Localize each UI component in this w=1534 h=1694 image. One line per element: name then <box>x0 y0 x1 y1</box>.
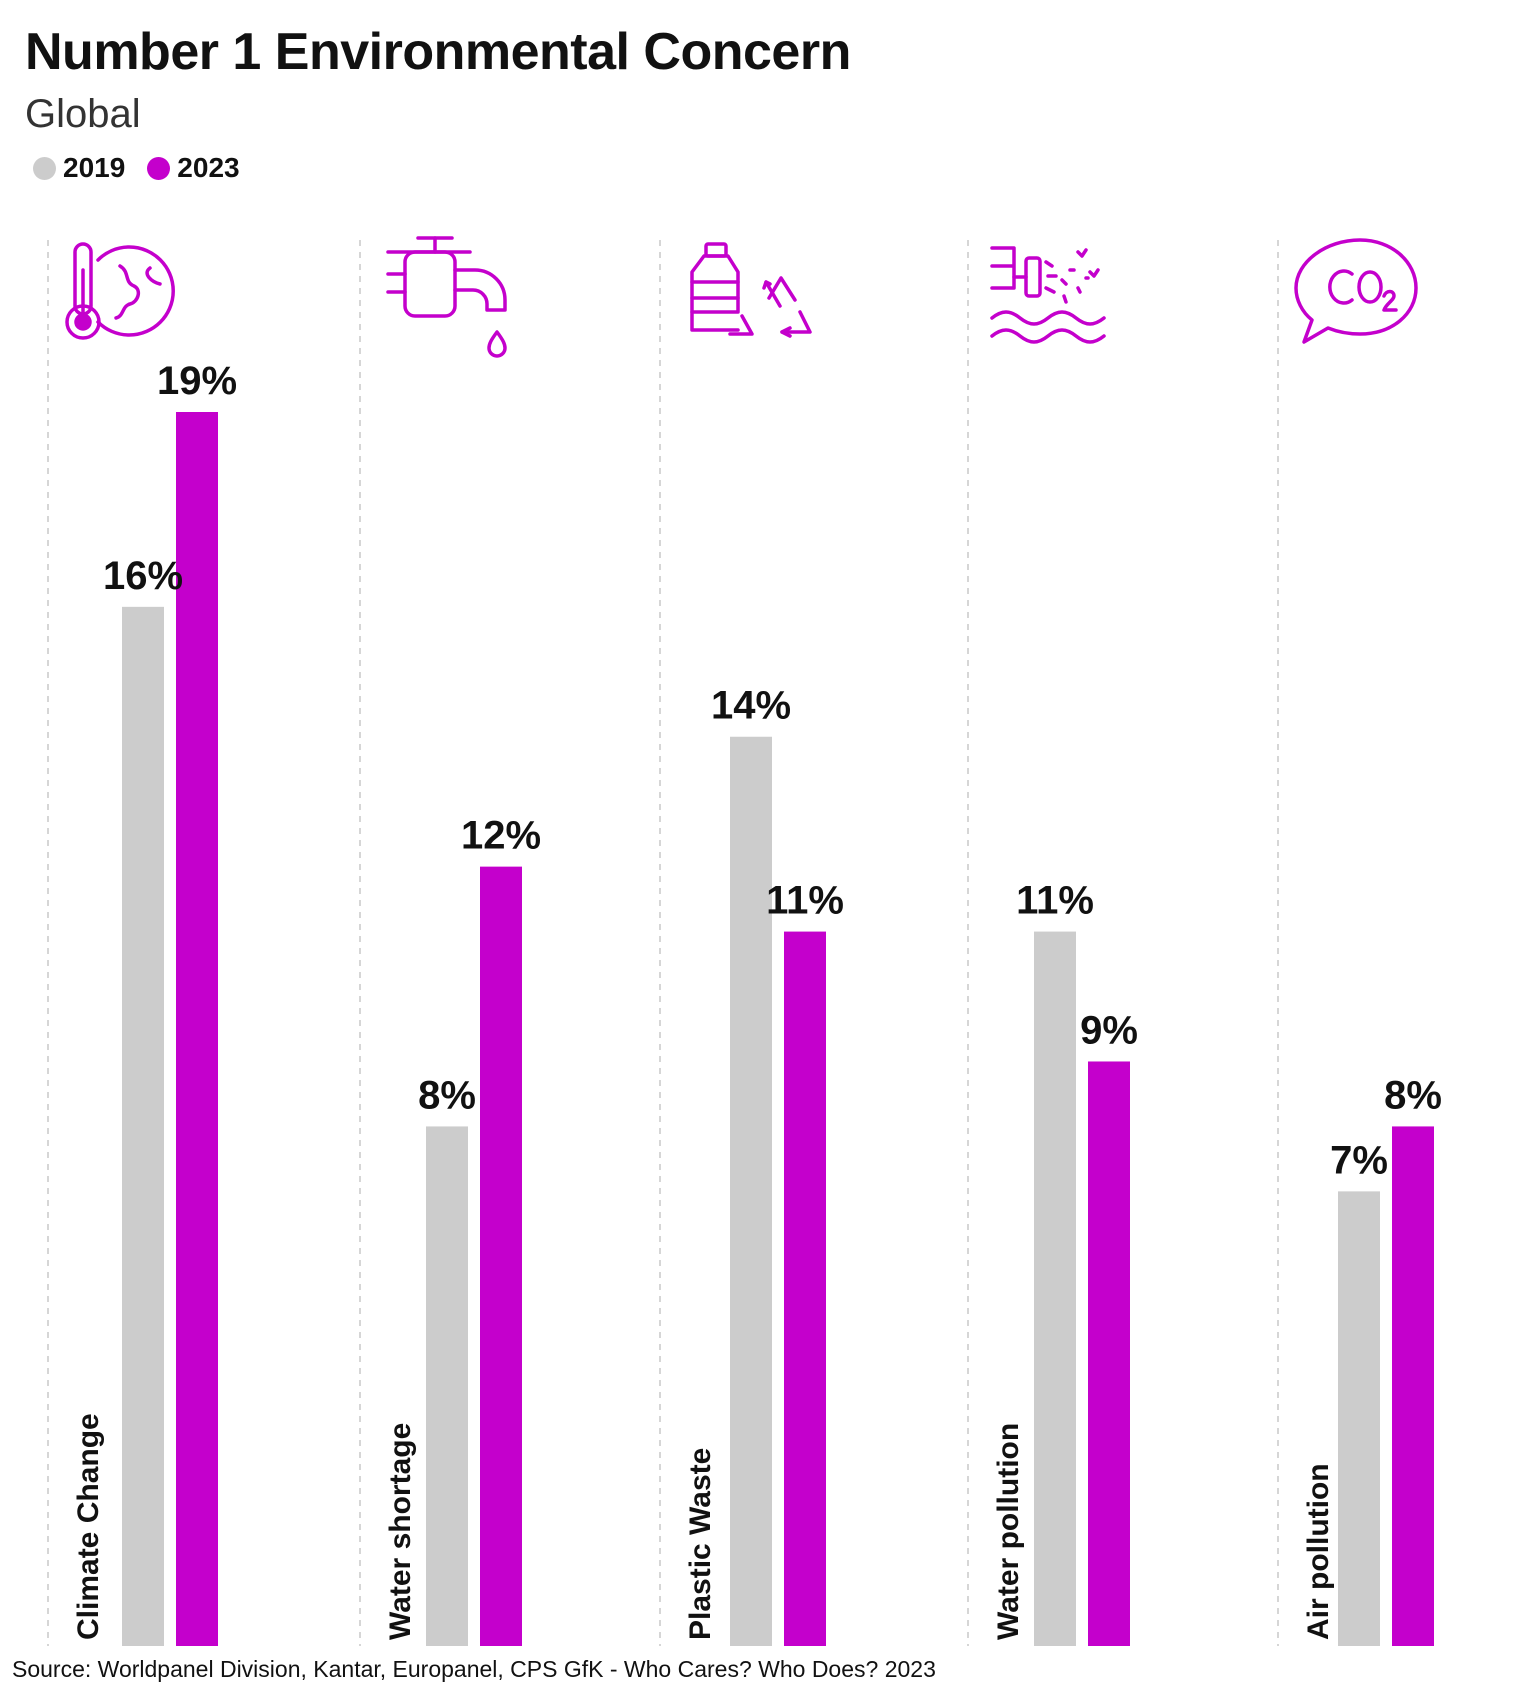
value-label: 14% <box>711 684 791 728</box>
chart-subtitle: Global <box>25 92 141 136</box>
value-label: 7% <box>1330 1138 1388 1182</box>
category-label: Water shortage <box>384 1423 417 1640</box>
category-label: Plastic Waste <box>684 1448 717 1640</box>
bar-2019-air-pollution <box>1338 1191 1380 1646</box>
bar-2023-plastic-waste <box>784 931 826 1646</box>
bars <box>122 412 1434 1647</box>
value-label: 11% <box>766 879 844 923</box>
bar-chart: 16% 19% 8% 12% 14% 11% 11% 9% 7% 8% Climate Chang… <box>47 236 1442 1647</box>
value-label: 11% <box>1016 879 1094 923</box>
bar-2019-water-pollution <box>1034 931 1076 1646</box>
value-label: 8% <box>418 1073 476 1117</box>
plastic-bottle-recycle-icon <box>690 242 812 338</box>
value-label: 12% <box>461 814 541 858</box>
category-label: Water pollution <box>992 1423 1025 1640</box>
chart-title: Number 1 Environmental Concern <box>25 23 851 81</box>
bar-2023-water-shortage <box>480 866 522 1646</box>
value-label: 8% <box>1384 1073 1442 1117</box>
bar-2023-air-pollution <box>1392 1126 1434 1646</box>
category-label: Air pollution <box>1302 1463 1335 1640</box>
legend-item-2023: 2023 <box>147 152 240 184</box>
value-label: 19% <box>157 359 237 403</box>
water-pollution-icon <box>990 246 1106 344</box>
co2-speech-bubble-icon <box>1294 238 1418 344</box>
category-label: Climate Change <box>72 1413 105 1640</box>
value-label: 16% <box>103 554 183 598</box>
legend: 2019 2023 <box>33 152 262 184</box>
bar-2023-water-pollution <box>1088 1061 1130 1646</box>
bar-2023-climate-change <box>176 412 218 1646</box>
legend-label-2023: 2023 <box>177 152 240 183</box>
bar-2019-plastic-waste <box>730 736 772 1646</box>
legend-swatch-2023 <box>147 156 171 180</box>
legend-item-2019: 2019 <box>33 152 125 184</box>
category-labels: Climate Change Water shortage Plastic Wast… <box>72 1413 1335 1640</box>
source-note: Source: Worldpanel Division, Kantar, Eur… <box>12 1656 936 1682</box>
legend-label-2019: 2019 <box>63 152 126 183</box>
water-tap-icon <box>386 236 507 358</box>
category-icons <box>65 236 1418 358</box>
bar-2019-climate-change <box>122 606 164 1647</box>
value-label: 9% <box>1080 1008 1138 1052</box>
value-labels: 16% 19% 8% 12% 14% 11% 11% 9% 7% 8% <box>103 359 1442 1182</box>
thermometer-globe-icon <box>65 242 175 340</box>
legend-swatch-2019 <box>33 156 56 180</box>
bar-2019-water-shortage <box>426 1126 468 1646</box>
